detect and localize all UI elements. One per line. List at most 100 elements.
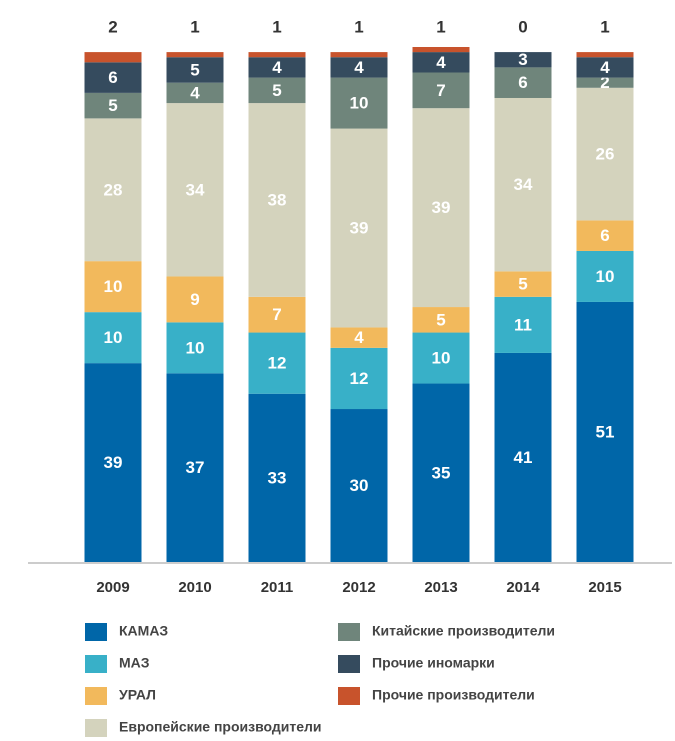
bar-segment [576,57,634,78]
bar-segment [166,322,224,374]
data-label: 0 [518,17,527,36]
bar-segment [494,352,552,562]
data-label: 5 [272,81,281,100]
legend-swatch [338,623,360,641]
bar-segment [412,72,470,109]
legend-label: УРАЛ [119,687,156,703]
bar-segment [84,363,142,562]
data-label: 26 [596,145,615,164]
data-label: 39 [432,198,451,217]
bar-segment [494,296,552,353]
data-label: 6 [108,68,117,87]
data-label: 10 [432,349,451,368]
data-label: 5 [190,60,199,79]
bar-segment [494,67,552,98]
data-label: 37 [186,458,205,477]
bar-segment [248,296,306,333]
data-label: 41 [514,448,533,467]
x-tick-label: 2010 [178,579,211,596]
bar-segment [166,82,224,104]
data-label: 4 [600,58,610,77]
data-label: 39 [104,453,123,472]
data-label: 5 [518,275,527,294]
bar-segment [330,77,388,129]
data-label: 6 [518,73,527,92]
bar-segment [248,103,306,297]
bar-segment [330,57,388,78]
data-label: 10 [186,338,205,357]
bar-segment [166,52,224,58]
data-label: 38 [268,190,287,209]
bar-segment [412,52,470,73]
bar-segment [412,332,470,384]
bar-segment [248,57,306,78]
legend-label: Прочие иномарки [372,655,495,671]
bar-segment [84,261,142,313]
data-label: 39 [350,218,369,237]
legend-label: Прочие производители [372,687,535,703]
bar-segment [576,250,634,302]
bar-segment [84,118,142,262]
data-label: 5 [108,96,117,115]
legend-label: КАМАЗ [119,623,168,639]
data-label: 11 [514,315,532,334]
x-tick-label: 2015 [588,579,621,596]
data-label: 4 [354,328,364,347]
data-label: 10 [350,94,369,113]
data-label: 1 [190,17,199,36]
data-label: 51 [596,422,615,441]
data-label: 33 [268,468,287,487]
legend-swatch [338,655,360,673]
bar-segment [330,327,388,348]
bar-segment [84,62,142,93]
legend-swatch [338,687,360,705]
legend-swatch [85,719,107,737]
data-label: 34 [514,175,533,194]
data-label: 3 [518,50,527,69]
data-label: 1 [272,17,281,36]
legend-label: Китайские производители [372,623,555,639]
bar-segment [84,52,142,63]
bar-segment [576,87,634,221]
data-label: 1 [600,17,609,36]
bar-segment [248,77,306,104]
data-label: 10 [104,328,123,347]
x-tick-label: 2009 [96,579,129,596]
data-label: 2 [108,17,117,36]
x-tick-label: 2013 [424,579,457,596]
bar-segment [84,312,142,364]
data-label: 2 [600,73,609,92]
bar-segment [494,271,552,297]
data-label: 7 [436,81,445,100]
bar-segment [330,128,388,328]
bar-segment [248,332,306,394]
bar-segment [494,52,552,68]
bar-segment [330,52,388,58]
data-label: 30 [350,476,369,495]
legend-label: Европейские производители [119,719,322,735]
bar-segment [330,409,388,562]
legend-label: МАЗ [119,655,150,671]
legend-swatch [85,623,107,641]
bar-segment [166,276,224,323]
bar-segment [494,97,552,272]
data-label: 4 [272,58,282,77]
bar-segment [330,347,388,410]
bar-segment [166,373,224,562]
x-tick-label: 2014 [506,579,540,596]
data-label: 12 [350,369,369,388]
bar-segment [576,52,634,58]
data-label: 4 [354,58,364,77]
bar-segment [166,103,224,277]
bar-segment [412,108,470,308]
data-label: 1 [436,17,445,36]
data-label: 5 [436,310,445,329]
bar-segment [166,57,224,83]
x-tick-label: 2011 [261,579,294,596]
data-label: 34 [186,180,205,199]
bar-segment [576,301,634,562]
data-label: 9 [190,290,199,309]
data-label: 1 [354,17,363,36]
data-label: 6 [600,226,609,245]
